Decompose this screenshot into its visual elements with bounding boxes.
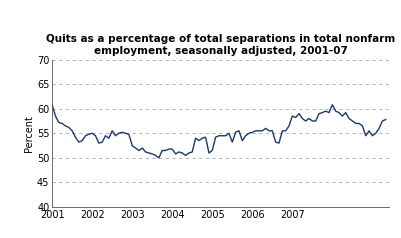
Y-axis label: Percent: Percent xyxy=(24,115,34,152)
Title: Quits as a percentage of total separations in total nonfarm
employment, seasonal: Quits as a percentage of total separatio… xyxy=(46,34,395,56)
